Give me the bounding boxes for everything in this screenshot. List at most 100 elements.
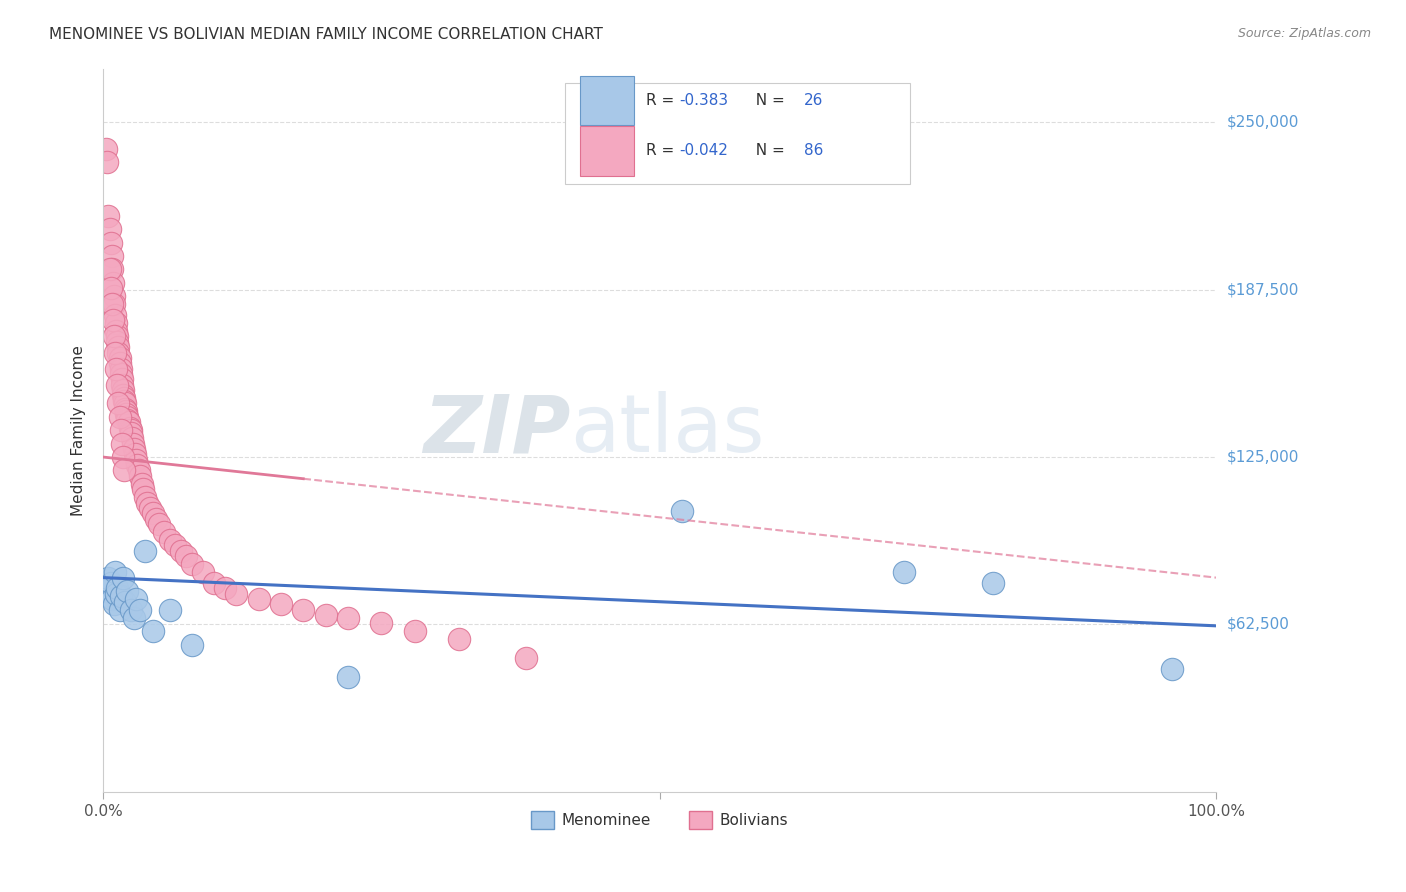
Point: [214, 582, 236, 596]
Point: [117, 409, 139, 424]
Point: [159, 603, 181, 617]
Point: [117, 584, 139, 599]
Point: [315, 608, 337, 623]
Point: [515, 651, 537, 665]
Point: [96, 155, 118, 169]
Point: [108, 356, 131, 370]
Point: [124, 447, 146, 461]
Point: [122, 611, 145, 625]
Point: [111, 436, 134, 450]
Point: [136, 495, 159, 509]
Point: [134, 544, 156, 558]
Point: [292, 603, 315, 617]
Point: [142, 624, 165, 639]
Point: [336, 670, 359, 684]
Point: [97, 571, 120, 585]
Point: [449, 632, 471, 647]
Point: [101, 262, 124, 277]
Point: [105, 316, 128, 330]
Point: [112, 393, 135, 408]
Point: [103, 289, 125, 303]
Point: [108, 351, 131, 365]
Point: [105, 361, 128, 376]
Point: [148, 516, 170, 531]
Point: [98, 262, 121, 277]
Point: [107, 340, 129, 354]
Point: [114, 396, 136, 410]
Point: [96, 584, 118, 599]
Point: [110, 361, 132, 376]
Point: [105, 324, 128, 338]
Point: [111, 388, 134, 402]
Point: [100, 235, 122, 250]
Point: [122, 442, 145, 456]
Point: [122, 436, 145, 450]
Point: [181, 558, 204, 572]
Point: [128, 468, 150, 483]
Point: [336, 611, 359, 625]
Point: [100, 281, 122, 295]
Point: [111, 372, 134, 386]
Text: $125,000: $125,000: [1227, 450, 1299, 465]
Point: [104, 566, 127, 580]
Point: [118, 420, 141, 434]
Point: [115, 404, 138, 418]
Point: [98, 222, 121, 236]
Point: [202, 576, 225, 591]
Point: [125, 592, 148, 607]
Point: [983, 576, 1005, 591]
Point: [121, 431, 143, 445]
Point: [1160, 662, 1182, 676]
Point: [132, 482, 155, 496]
Point: [112, 391, 135, 405]
Point: [110, 590, 132, 604]
Text: 26: 26: [804, 93, 824, 108]
Point: [101, 249, 124, 263]
Point: [104, 345, 127, 359]
Point: [125, 452, 148, 467]
Text: 86: 86: [804, 144, 824, 159]
Point: [111, 377, 134, 392]
Point: [117, 412, 139, 426]
Text: -0.042: -0.042: [679, 144, 728, 159]
Point: [111, 571, 134, 585]
Point: [105, 377, 128, 392]
Point: [131, 476, 153, 491]
Legend: Menominee, Bolivians: Menominee, Bolivians: [524, 805, 794, 835]
Point: [97, 209, 120, 223]
Point: [128, 603, 150, 617]
Point: [153, 524, 176, 539]
Point: [181, 638, 204, 652]
Point: [108, 409, 131, 424]
Y-axis label: Median Family Income: Median Family Income: [72, 345, 86, 516]
Point: [134, 490, 156, 504]
Point: [114, 401, 136, 416]
Text: Source: ZipAtlas.com: Source: ZipAtlas.com: [1237, 27, 1371, 40]
Point: [103, 329, 125, 343]
Point: [111, 383, 134, 397]
Point: [101, 297, 124, 311]
Point: [101, 313, 124, 327]
Point: [370, 616, 392, 631]
Point: [176, 549, 198, 564]
Point: [101, 592, 124, 607]
Point: [170, 544, 193, 558]
Text: -0.383: -0.383: [679, 93, 728, 108]
Point: [108, 603, 131, 617]
Text: $62,500: $62,500: [1227, 617, 1291, 632]
Point: [110, 367, 132, 381]
Text: R =: R =: [647, 93, 679, 108]
Point: [145, 511, 167, 525]
Point: [893, 566, 915, 580]
Text: MENOMINEE VS BOLIVIAN MEDIAN FAMILY INCOME CORRELATION CHART: MENOMINEE VS BOLIVIAN MEDIAN FAMILY INCO…: [49, 27, 603, 42]
Text: N =: N =: [747, 93, 790, 108]
Point: [107, 345, 129, 359]
Point: [117, 415, 139, 429]
Point: [115, 407, 138, 421]
Text: N =: N =: [747, 144, 790, 159]
Point: [105, 334, 128, 349]
Point: [111, 450, 134, 464]
Point: [107, 396, 129, 410]
Point: [671, 503, 693, 517]
Point: [159, 533, 181, 547]
